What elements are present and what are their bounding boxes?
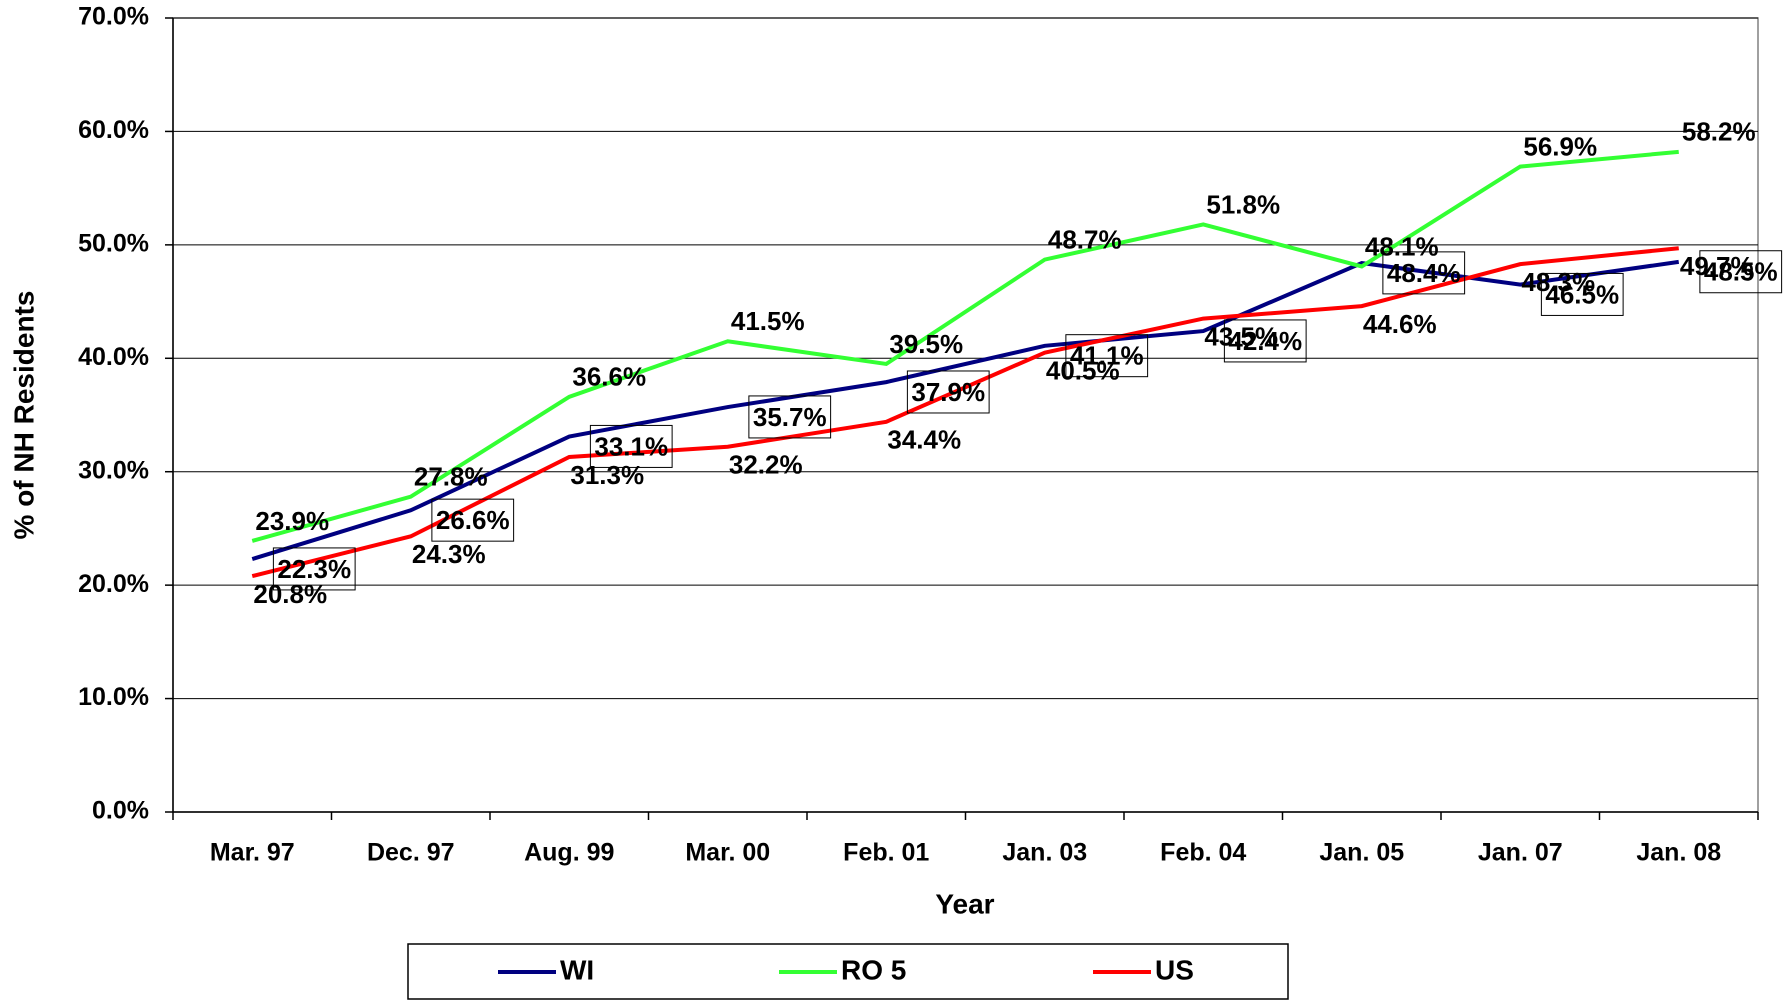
data-label: 48.5% xyxy=(1704,257,1778,287)
series-line xyxy=(251,259,1680,561)
data-label: 46.5% xyxy=(1545,279,1619,309)
data-label-box xyxy=(589,424,673,468)
x-tick-label: Aug. 99 xyxy=(524,839,614,867)
y-tick-label: 10.0% xyxy=(78,683,149,711)
y-tick-label: 70.0% xyxy=(78,3,149,31)
data-label: 39.5% xyxy=(889,329,963,359)
data-label: 44.6% xyxy=(1363,309,1437,339)
data-label-box xyxy=(1223,319,1307,363)
data-label-box xyxy=(431,498,515,542)
data-label: 41.5% xyxy=(731,306,805,336)
y-tick-label: 50.0% xyxy=(78,229,149,257)
plot-area xyxy=(172,17,1759,813)
data-label: 40.5% xyxy=(1046,355,1120,385)
data-label: 51.8% xyxy=(1206,189,1280,219)
data-label: 35.7% xyxy=(753,402,827,432)
x-axis-title: Year xyxy=(935,888,994,919)
x-tick-label: Feb. 04 xyxy=(1160,839,1246,867)
data-label: 26.6% xyxy=(436,505,510,535)
data-label: 20.8% xyxy=(253,579,327,609)
data-label: 56.9% xyxy=(1523,131,1597,161)
data-label: 43.5% xyxy=(1204,321,1278,351)
data-label-box xyxy=(1382,251,1466,295)
data-label: 22.3% xyxy=(277,554,351,584)
y-tick-label: 0.0% xyxy=(92,797,149,825)
x-tick-label: Jan. 07 xyxy=(1478,839,1563,867)
x-tick-label: Jan. 08 xyxy=(1636,839,1721,867)
data-label: 24.3% xyxy=(412,539,486,569)
data-label-box xyxy=(906,370,990,414)
data-label: 33.1% xyxy=(594,431,668,461)
data-label: 49.7% xyxy=(1680,251,1754,281)
legend-label: RO 5 xyxy=(841,954,906,985)
x-tick-label: Jan. 03 xyxy=(1002,839,1087,867)
x-tick-label: Mar. 97 xyxy=(210,839,295,867)
y-tick-label: 20.0% xyxy=(78,570,149,598)
x-tick-label: Mar. 00 xyxy=(685,839,770,867)
x-tick-label: Dec. 97 xyxy=(367,839,455,867)
y-axis-title: % of NH Residents xyxy=(8,291,39,540)
data-label: 23.9% xyxy=(255,506,329,536)
y-tick-label: 30.0% xyxy=(78,456,149,484)
data-label: 31.3% xyxy=(570,460,644,490)
data-label: 48.3% xyxy=(1521,267,1595,297)
data-label-box xyxy=(1540,272,1624,316)
y-tick-label: 60.0% xyxy=(78,116,149,144)
series-line xyxy=(251,149,1679,543)
data-label: 36.6% xyxy=(572,362,646,392)
data-label: 41.1% xyxy=(1070,341,1144,371)
data-label: 48.1% xyxy=(1365,231,1439,261)
data-label: 42.4% xyxy=(1228,326,1302,356)
series-line xyxy=(251,246,1679,579)
data-label-box xyxy=(1065,334,1149,378)
data-label: 27.8% xyxy=(414,462,488,492)
data-label: 37.9% xyxy=(911,377,985,407)
data-label-box xyxy=(748,395,832,439)
data-label: 58.2% xyxy=(1682,117,1756,147)
data-label: 34.4% xyxy=(887,425,961,455)
legend-label: US xyxy=(1155,954,1194,985)
data-label: 48.4% xyxy=(1387,258,1461,288)
legend-label: WI xyxy=(560,954,594,985)
data-label-box xyxy=(272,547,356,591)
x-tick-label: Feb. 01 xyxy=(843,839,929,867)
x-tick-label: Jan. 05 xyxy=(1319,839,1404,867)
data-label-box xyxy=(1699,250,1783,294)
data-label: 32.2% xyxy=(729,450,803,480)
data-label: 48.7% xyxy=(1048,224,1122,254)
y-tick-label: 40.0% xyxy=(78,343,149,371)
